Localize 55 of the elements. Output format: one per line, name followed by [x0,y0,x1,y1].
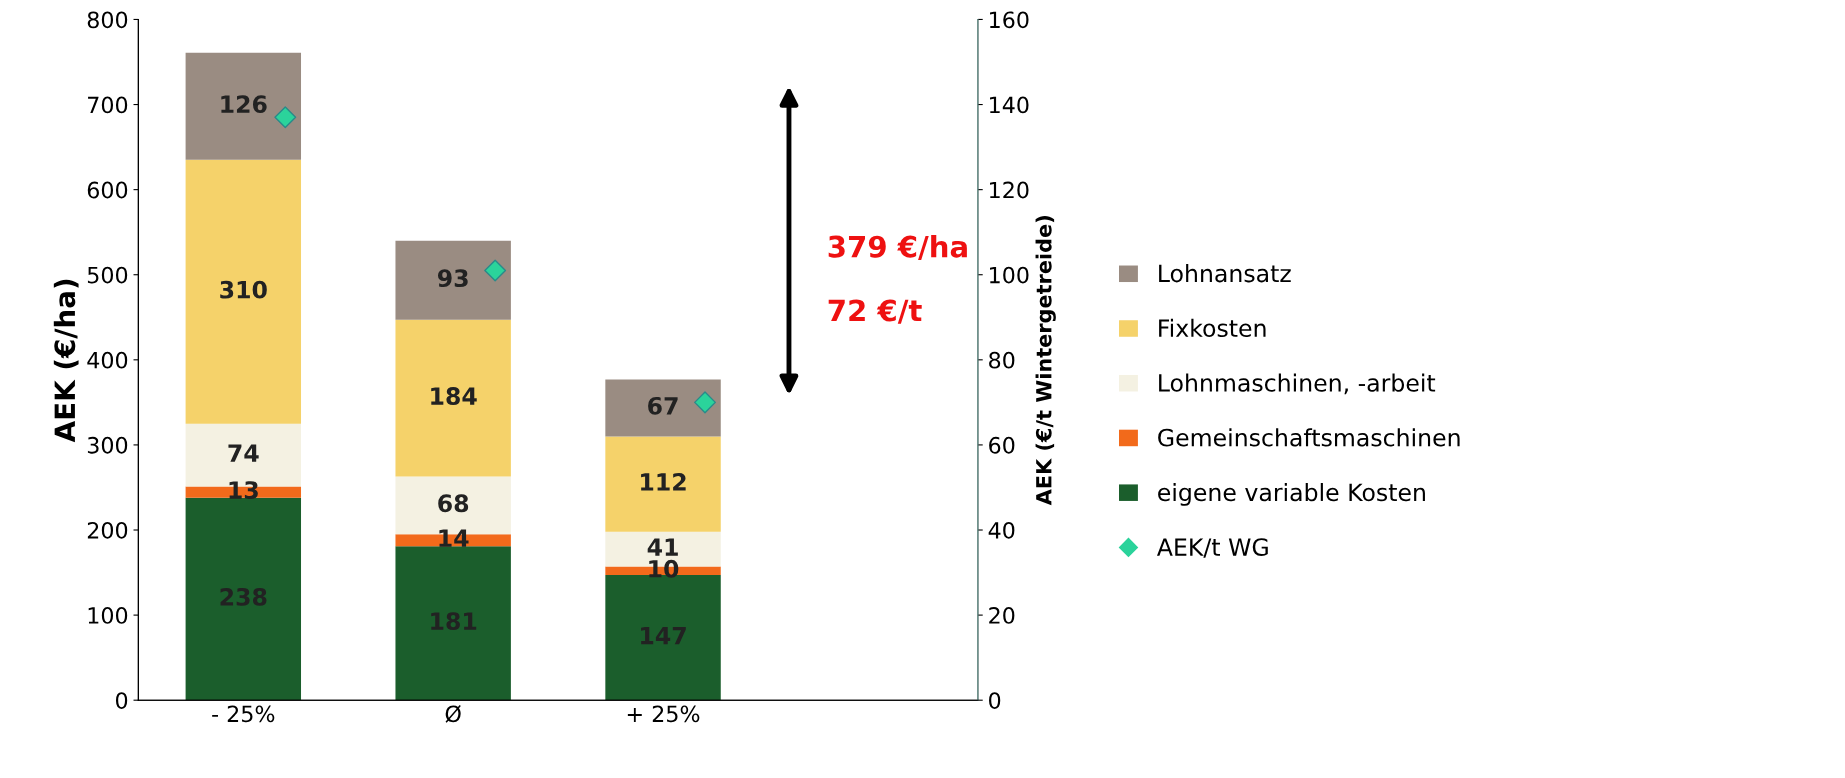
y-tick-label: 800 [87,11,128,29]
legend-label: AEK/t WG [1156,538,1268,558]
data-label: 41 [647,538,678,556]
y-tick-label: 700 [88,96,128,114]
x-tick-label: Ø [445,705,461,723]
point [694,391,717,414]
data-label: 147 [641,626,686,645]
bar [185,159,302,424]
y-tick-label: 0 [115,692,128,709]
legend-label: Fixkosten [1159,318,1266,338]
y2-tick-label: 100 [990,266,1029,284]
x-tick-label: + 25% [627,705,700,723]
data-label: 14 [439,529,469,547]
legend-label: Lohnmaschinen, -arbeit [1159,373,1436,395]
data-label: 238 [220,587,267,606]
legend-label: eigene variable Kosten [1158,483,1425,506]
y-tick-label: 400 [87,351,128,369]
point [274,106,297,129]
bar [395,319,511,477]
data-label: 181 [431,612,477,631]
y2-tick-label: 80 [989,351,1015,369]
point [484,259,507,282]
data-label: 310 [220,280,267,299]
y2-tick-label: 120 [990,181,1029,199]
data-label: 93 [437,269,468,288]
data-label: 67 [648,396,678,415]
legend-label: Lohnansatz [1159,264,1291,283]
bar [605,379,721,437]
y-tick-label: 300 [87,436,128,454]
annotation: 72 €/t [828,299,922,324]
y2-tick-label: 160 [990,11,1029,29]
y2-tick-label: 40 [988,521,1015,539]
y-tick-label: 500 [87,266,128,284]
bar [605,436,721,532]
data-label: 126 [221,95,267,114]
y-tick-label: 600 [87,181,128,199]
y2-tick-label: 20 [989,607,1015,624]
data-label: 184 [431,387,477,405]
y2-tick-label: 0 [989,692,1001,709]
bar [185,52,302,160]
bar [395,240,511,320]
y-tick-label: 100 [88,607,128,624]
data-label: 112 [641,473,686,491]
data-label: 74 [228,444,259,462]
bar [185,497,302,701]
y-tick-label: 200 [87,521,128,539]
data-label: 68 [438,494,469,513]
y2-tick-label: 60 [989,436,1015,454]
y2-tick-label: 140 [990,96,1029,114]
y2-axis-title: AEK (€/t Wintergetreide) [1035,216,1056,506]
legend-label: Gemeinschaftsmaschinen [1158,428,1460,447]
x-tick-label: - 25% [212,705,275,723]
bar [395,546,511,701]
y-axis-title: AEK (€/ha) [53,279,79,443]
annotation: 379 €/ha [828,235,967,260]
